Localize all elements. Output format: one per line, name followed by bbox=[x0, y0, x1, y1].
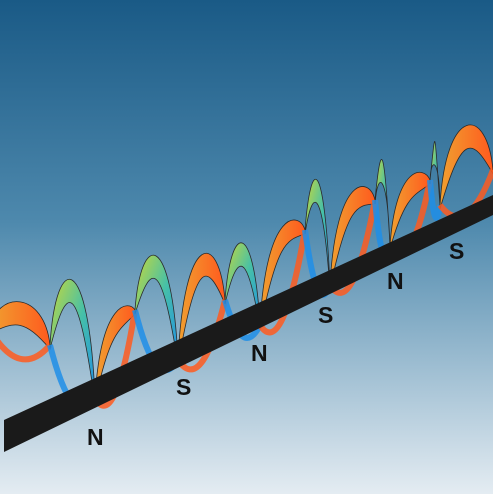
pole-label-s3: S bbox=[449, 238, 464, 264]
pole-label-s1: S bbox=[176, 374, 191, 400]
field-loop-1 bbox=[0, 339, 53, 363]
pole-labels: N S N S N S bbox=[87, 238, 464, 450]
pole-label-n1: N bbox=[87, 424, 104, 450]
field-loop-5 bbox=[175, 299, 228, 373]
pole-label-n3: N bbox=[387, 268, 404, 294]
field-loop-7 bbox=[257, 229, 308, 336]
magnet-strip bbox=[4, 195, 493, 452]
pole-label-n2: N bbox=[251, 340, 268, 366]
pole-label-s2: S bbox=[318, 302, 333, 328]
field-loop-12 bbox=[427, 179, 443, 221]
